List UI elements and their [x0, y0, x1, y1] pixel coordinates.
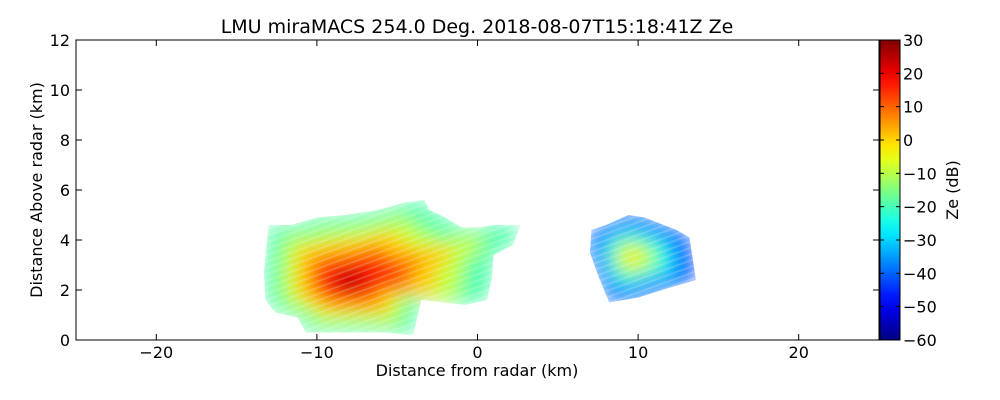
east-echo-texture — [589, 215, 696, 303]
colorbar-scale — [879, 39, 901, 341]
colorbar-tick-label: 20 — [903, 64, 923, 83]
x-axis-label: Distance from radar (km) — [376, 361, 579, 380]
y-tick-label: 0 — [60, 331, 70, 350]
colorbar-tick-label: 10 — [903, 98, 923, 117]
colorbar-label: Ze (dB) — [943, 160, 962, 220]
x-tick-label: 20 — [789, 343, 809, 362]
colorbar-tick-label: −60 — [903, 331, 937, 350]
colorbar-tick-label: −20 — [903, 198, 937, 217]
x-tick-label: −10 — [300, 343, 334, 362]
colorbar-tick-label: −50 — [903, 298, 937, 317]
colorbar-tick-label: 30 — [903, 31, 923, 50]
x-tick-label: 0 — [472, 343, 482, 362]
y-tick-label: 4 — [60, 231, 70, 250]
colorbar-ticks: −60 −50 −40 −30 −20 −10 0 10 20 30 — [880, 31, 937, 350]
x-axis: −20 −10 0 10 20 — [139, 40, 809, 362]
y-tick-label: 12 — [50, 31, 70, 50]
colorbar-tick-label: −30 — [903, 231, 937, 250]
y-tick-label: 8 — [60, 131, 70, 150]
main-echo — [263, 200, 521, 335]
colorbar-tick-label: 0 — [903, 131, 913, 150]
colorbar-tick-label: −10 — [903, 164, 937, 183]
x-tick-label: 10 — [628, 343, 648, 362]
y-tick-label: 2 — [60, 281, 70, 300]
echo-layer — [263, 200, 696, 335]
plot-area — [75, 39, 880, 341]
y-tick-label: 6 — [60, 181, 70, 200]
x-tick-label: −20 — [139, 343, 173, 362]
colorbar-tick-label: −40 — [903, 264, 937, 283]
chart-title: LMU miraMACS 254.0 Deg. 2018-08-07T15:18… — [221, 16, 734, 38]
main-echo-texture — [263, 200, 521, 335]
east-echo — [589, 215, 696, 303]
y-axis: 0 2 4 6 8 10 12 — [50, 31, 879, 350]
y-axis-label: Distance Above radar (km) — [27, 82, 46, 298]
colorbar: −60 −50 −40 −30 −20 −10 0 10 20 30 Ze (dB) — [879, 31, 962, 350]
y-tick-label: 10 — [50, 81, 70, 100]
